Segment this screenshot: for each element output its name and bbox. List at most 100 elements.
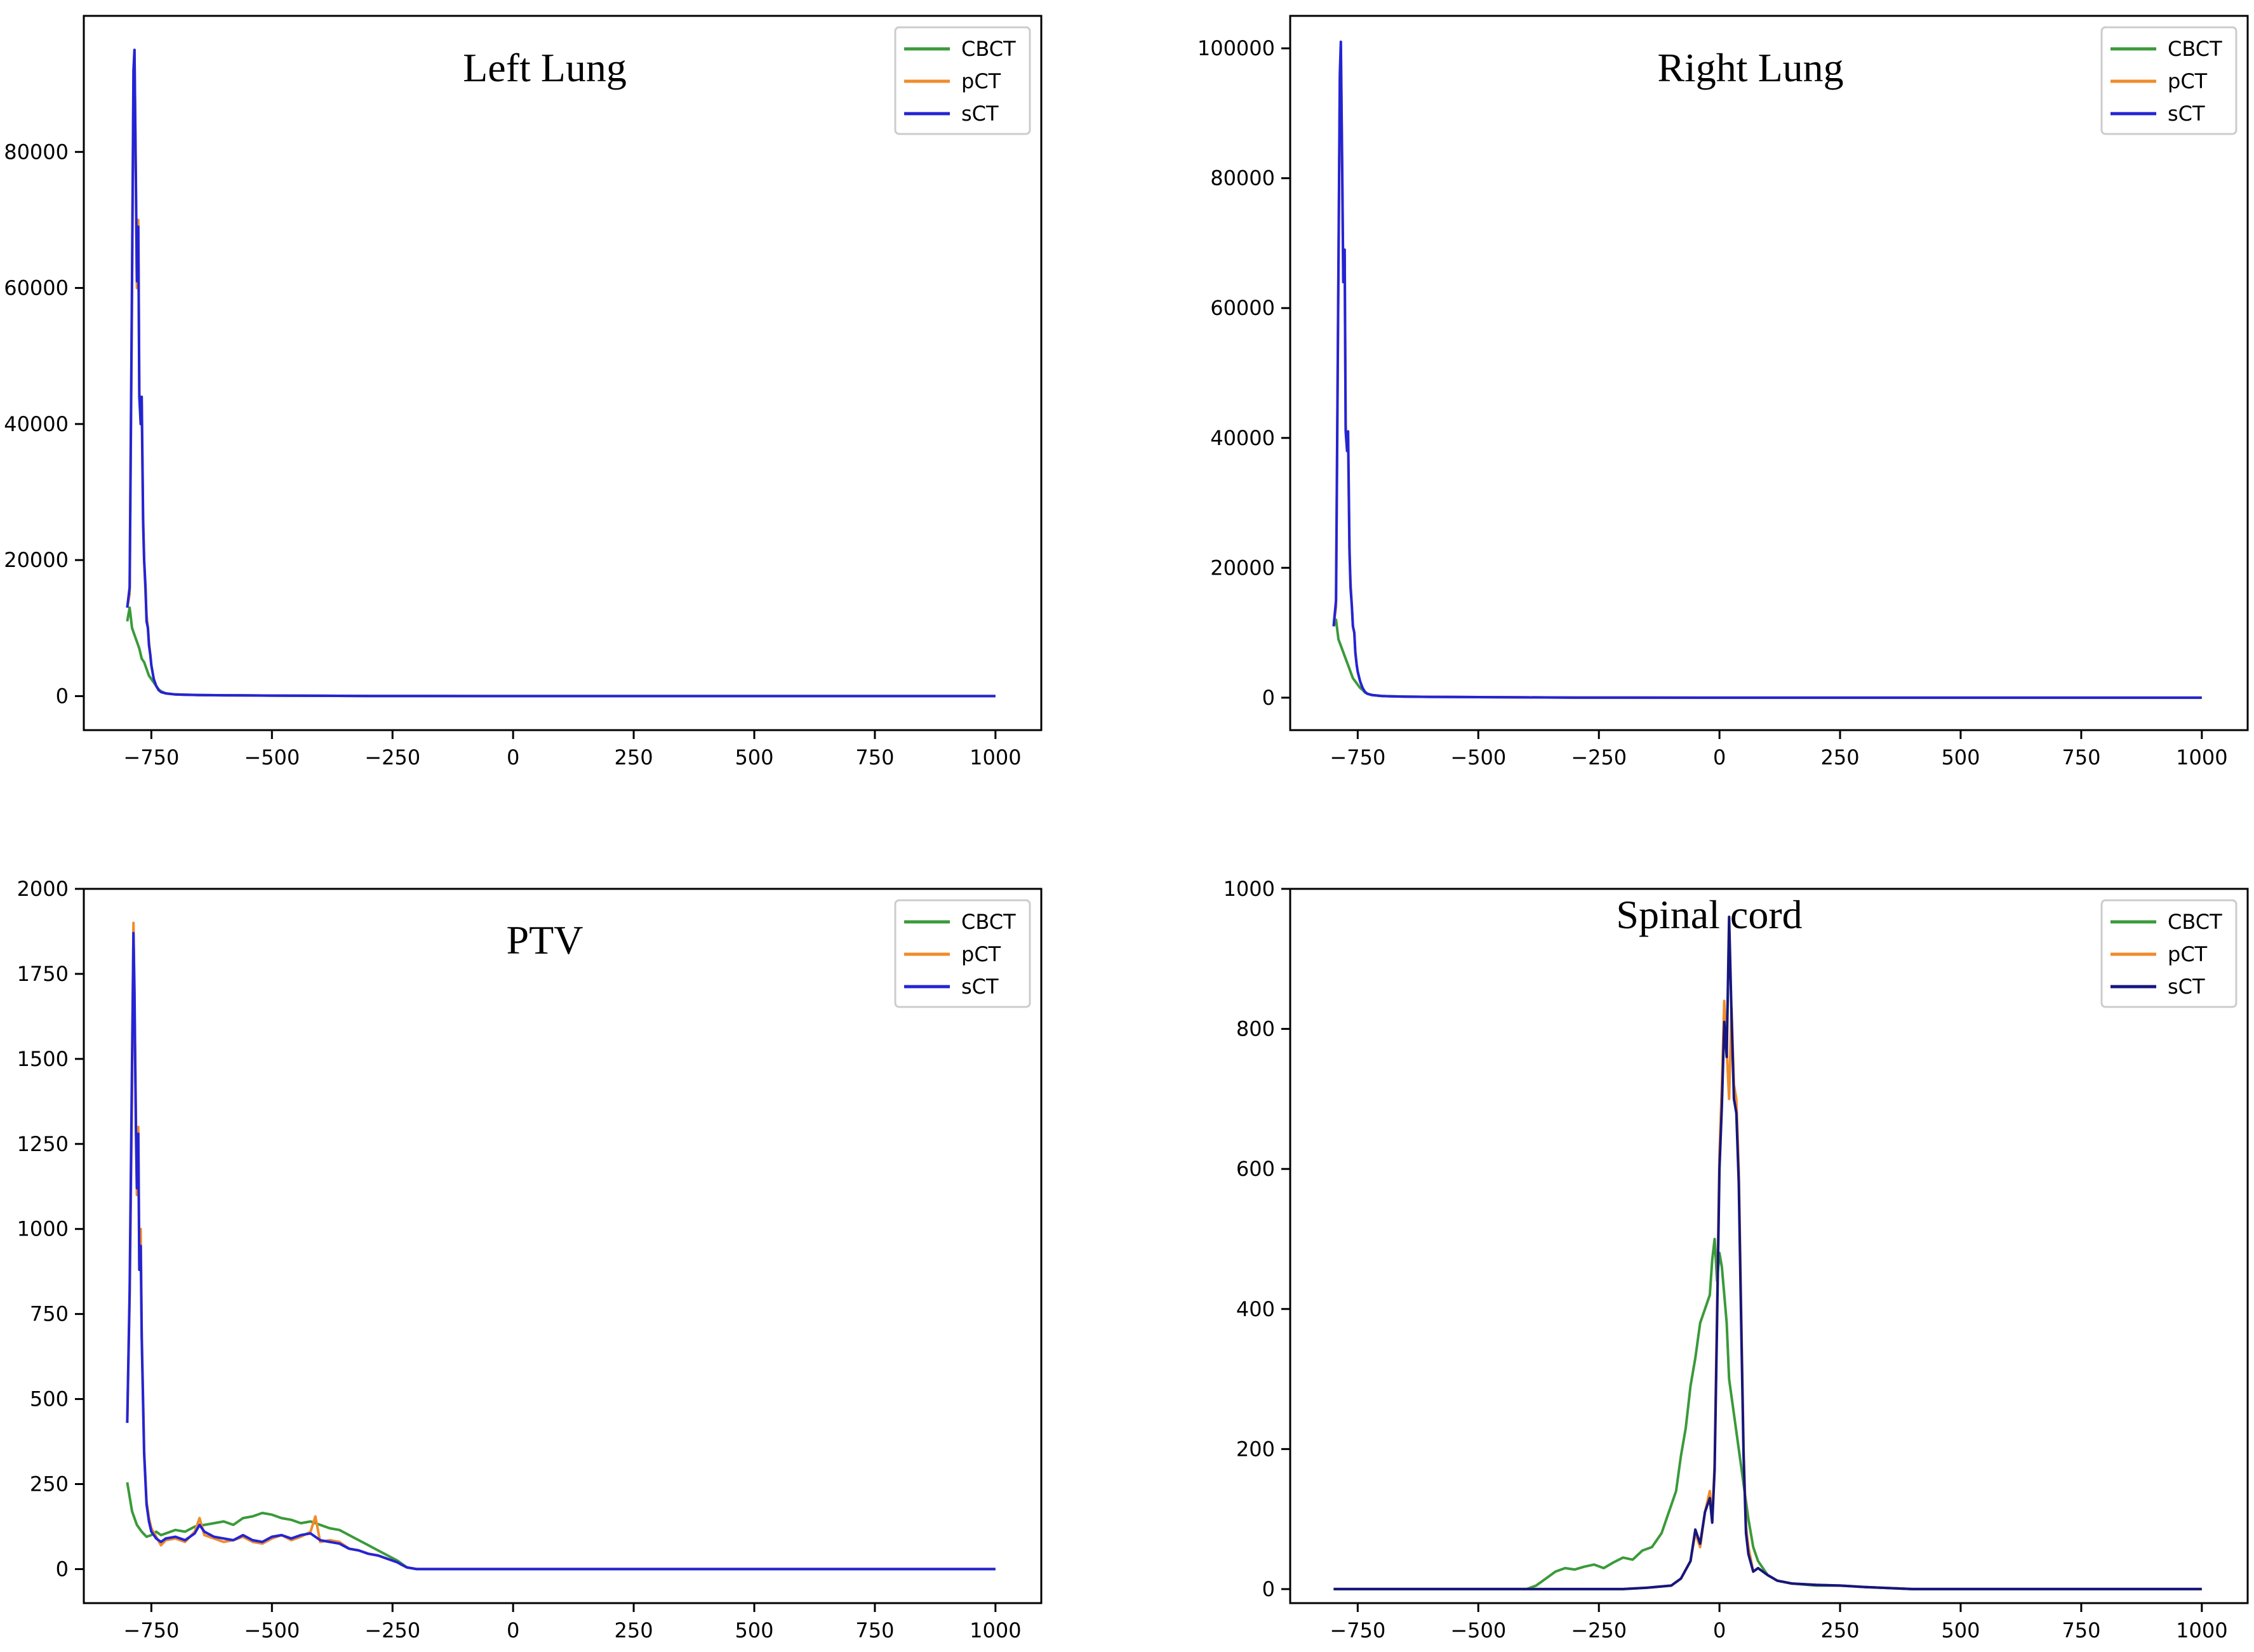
series-line-sct [1332, 40, 2202, 699]
x-tick-label: 0 [1713, 1618, 1726, 1642]
panel-title: Right Lung [1657, 45, 1843, 90]
legend-label-sct: sCT [2168, 975, 2205, 999]
y-tick-label: 0 [56, 1557, 69, 1581]
y-tick-label: 100000 [1197, 36, 1275, 60]
y-tick-label: 750 [30, 1302, 69, 1326]
x-tick-label: −500 [244, 745, 300, 769]
legend-label-sct: sCT [2168, 102, 2205, 126]
y-tick-label: 40000 [4, 412, 69, 436]
y-tick-label: 800 [1236, 1017, 1275, 1041]
x-tick-label: −250 [1571, 1618, 1627, 1642]
x-tick-label: 1000 [970, 745, 1021, 769]
series-line-cbct [1333, 1237, 2202, 1590]
legend-label-pct: pCT [2168, 942, 2208, 966]
panel-ptv: −750 −500 −250 0 250 500 750 1000 0 250 500 750 1000… [17, 877, 1043, 1642]
legend: CBCT pCT sCT [894, 26, 1031, 135]
x-tick-label: 0 [1713, 745, 1726, 769]
series-line-sct [1333, 916, 2202, 1590]
panel-title: PTV [507, 917, 584, 963]
y-tick-label: 1750 [17, 962, 69, 986]
y-tick-label: 20000 [4, 548, 69, 572]
y-tick-label: 80000 [1210, 166, 1275, 190]
panel-left-lung: −750 −500 −250 0 250 500 750 1000 0 20000 40000 600… [4, 15, 1043, 769]
series-line-sct [126, 931, 996, 1571]
x-tick-label: −250 [1571, 745, 1627, 769]
legend-box [894, 899, 1031, 1008]
x-tick-label: −750 [123, 745, 179, 769]
x-tick-label: 500 [1941, 745, 1980, 769]
legend: CBCT pCT sCT [2100, 899, 2237, 1008]
x-tick-label: 250 [615, 1618, 653, 1642]
x-tick-label: 500 [735, 1618, 773, 1642]
legend-label-cbct: CBCT [2168, 37, 2222, 61]
y-tick-label: 20000 [1210, 556, 1275, 580]
y-tick-label: 60000 [1210, 296, 1275, 320]
x-tick-label: −500 [1450, 1618, 1506, 1642]
y-tick-label: 0 [1262, 1577, 1275, 1601]
x-tick-label: −500 [244, 1618, 300, 1642]
x-tick-label: −750 [1330, 1618, 1385, 1642]
legend-label-sct: sCT [961, 975, 999, 999]
x-tick-label: −250 [364, 745, 420, 769]
legend-box [2100, 899, 2237, 1008]
legend-label-cbct: CBCT [961, 37, 1016, 61]
x-tick-label: 500 [1941, 1618, 1980, 1642]
legend-box [894, 26, 1031, 135]
legend: CBCT pCT sCT [894, 899, 1031, 1008]
x-tick-label: 1000 [2176, 1618, 2227, 1642]
legend-label-pct: pCT [961, 69, 1001, 93]
x-tick-label: 750 [855, 1618, 894, 1642]
legend: CBCT pCT sCT [2100, 26, 2237, 135]
legend-label-cbct: CBCT [2168, 910, 2222, 934]
x-tick-label: 250 [1821, 1618, 1860, 1642]
x-tick-label: 0 [507, 1618, 519, 1642]
axes-frame [83, 888, 1043, 1604]
x-tick-label: 750 [2062, 745, 2100, 769]
x-tick-label: 250 [1821, 745, 1860, 769]
legend-label-cbct: CBCT [961, 910, 1016, 934]
axes-frame [1289, 888, 2249, 1604]
axes-frame [83, 15, 1043, 731]
series-line-pct [126, 48, 996, 698]
x-tick-label: −750 [123, 1618, 179, 1642]
y-tick-label: 600 [1236, 1157, 1275, 1181]
legend-label-sct: sCT [961, 102, 999, 126]
panel-title: Left Lung [463, 45, 627, 90]
legend-label-pct: pCT [2168, 69, 2208, 93]
y-tick-label: 1250 [17, 1132, 69, 1156]
y-tick-label: 0 [1262, 686, 1275, 710]
series-line-cbct [126, 1482, 996, 1571]
x-tick-label: −250 [364, 1618, 420, 1642]
y-tick-label: 0 [56, 684, 69, 708]
y-tick-label: 1000 [1224, 877, 1275, 901]
series-line-cbct [126, 606, 996, 698]
x-tick-label: −500 [1450, 745, 1506, 769]
x-tick-label: 0 [507, 745, 519, 769]
series-line-sct [126, 48, 996, 698]
series-line-pct [1333, 999, 2202, 1590]
y-tick-label: 60000 [4, 276, 69, 300]
series-line-pct [126, 921, 996, 1571]
y-tick-label: 40000 [1210, 426, 1275, 450]
legend-label-pct: pCT [961, 942, 1001, 966]
y-tick-label: 2000 [17, 877, 69, 901]
x-tick-label: 750 [855, 745, 894, 769]
axes-frame [1289, 15, 2249, 731]
y-tick-label: 1000 [17, 1217, 69, 1241]
x-tick-label: 250 [615, 745, 653, 769]
panel-right-lung: −750 −500 −250 0 250 500 750 1000 0 20000 40000 600… [1197, 15, 2249, 769]
legend-box [2100, 26, 2237, 135]
y-tick-label: 1500 [17, 1047, 69, 1071]
x-tick-label: 1000 [2176, 745, 2227, 769]
y-tick-label: 400 [1236, 1297, 1275, 1321]
y-tick-label: 500 [30, 1387, 69, 1411]
y-tick-label: 200 [1236, 1437, 1275, 1461]
series-line-cbct [1332, 618, 2202, 699]
y-tick-label: 80000 [4, 140, 69, 164]
x-tick-label: −750 [1330, 745, 1385, 769]
panel-title: Spinal cord [1616, 892, 1802, 937]
x-tick-label: 1000 [970, 1618, 1021, 1642]
x-tick-label: 750 [2062, 1618, 2100, 1642]
